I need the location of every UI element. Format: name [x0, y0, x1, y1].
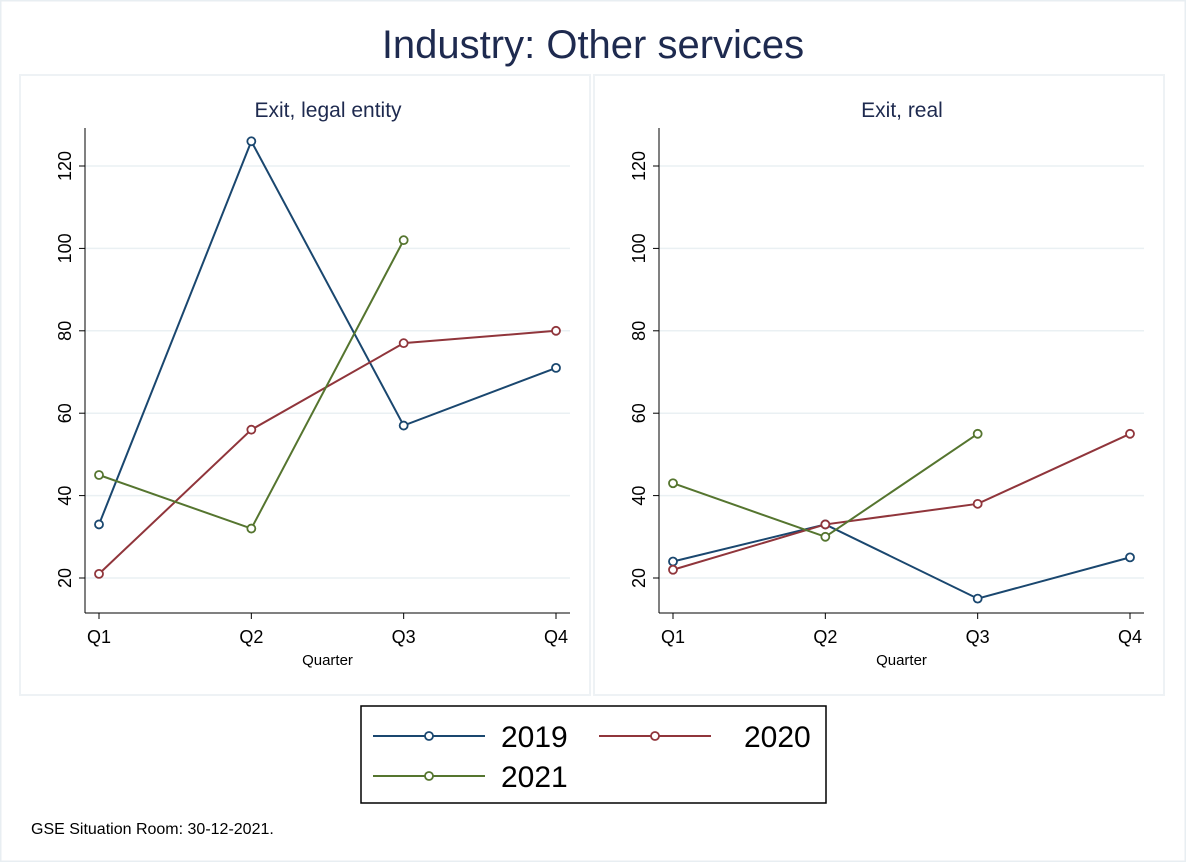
y-tick-label: 120 [55, 151, 75, 181]
data-point-2020 [246, 424, 257, 435]
x-tick-label: Q2 [239, 627, 263, 647]
x-axis-label: Quarter [876, 652, 927, 669]
x-tick-label: Q1 [661, 627, 685, 647]
x-axis-label: Quarter [302, 652, 353, 669]
legend-item-2019: 2019 [373, 721, 568, 754]
x-tick-label: Q4 [1118, 627, 1142, 647]
data-point-2019 [668, 556, 678, 567]
data-point-2020 [1125, 428, 1135, 439]
x-tick-label: Q2 [813, 627, 837, 647]
y-tick-label: 20 [629, 568, 649, 588]
panel-1: Exit, legal entity 20 40 60 80 100 120 Q1 Q2 Q3 Q4… [19, 74, 591, 696]
data-point-2021 [398, 235, 409, 246]
panel-background [19, 74, 591, 696]
data-point-2021 [246, 523, 257, 534]
data-point-2019 [246, 136, 257, 147]
legend-marker [424, 731, 434, 741]
y-tick-label: 80 [629, 321, 649, 341]
panel-2: Exit, real 20 40 60 80 100 120 Q1 Q2 Q3 Q4 Quarter [593, 74, 1165, 696]
data-point-2019 [972, 593, 983, 604]
y-tick-label: 40 [629, 486, 649, 506]
data-point-2021 [972, 428, 983, 439]
y-tick-label: 120 [629, 151, 649, 181]
panel-background [593, 74, 1165, 696]
x-tick-label: Q3 [966, 627, 990, 647]
data-point-2020 [551, 325, 561, 336]
data-point-2020 [398, 338, 409, 349]
panel-title: Exit, real [861, 99, 943, 122]
data-point-2019 [1125, 552, 1135, 563]
y-tick-label: 40 [55, 486, 75, 506]
x-tick-label: Q3 [392, 627, 416, 647]
data-point-2019 [398, 420, 409, 431]
series-line-2019 [672, 523, 1131, 600]
legend-label: 2020 [744, 721, 811, 754]
figure-title: Industry: Other services [382, 23, 804, 67]
data-point-2020 [820, 519, 831, 530]
legend-marker [424, 771, 434, 781]
data-point-2020 [972, 498, 983, 509]
legend: 2019 2020 2021 [360, 705, 827, 804]
y-tick-label: 100 [629, 233, 649, 263]
data-point-2019 [94, 519, 104, 530]
y-tick-label: 60 [55, 403, 75, 423]
data-point-2021 [820, 531, 831, 542]
legend-marker [650, 731, 660, 741]
legend-item-2020: 2020 [599, 721, 811, 754]
panel-title: Exit, legal entity [254, 99, 402, 122]
y-tick-label: 60 [629, 403, 649, 423]
y-tick-label: 20 [55, 568, 75, 588]
x-tick-label: Q1 [87, 627, 111, 647]
x-tick-label: Q4 [544, 627, 568, 647]
data-point-2020 [668, 564, 678, 575]
y-tick-label: 100 [55, 233, 75, 263]
data-point-2021 [668, 478, 678, 489]
data-point-2019 [551, 362, 561, 373]
series-line-2020 [672, 432, 1131, 571]
legend-label: 2019 [501, 721, 568, 754]
footer-note: GSE Situation Room: 30-12-2021. [31, 821, 274, 838]
y-tick-label: 80 [55, 321, 75, 341]
series-line-2019 [98, 138, 557, 525]
data-point-2021 [94, 470, 104, 480]
data-point-2020 [94, 568, 104, 579]
legend-label: 2021 [501, 761, 568, 794]
legend-item-2021: 2021 [373, 761, 568, 794]
legend-box [360, 705, 827, 804]
